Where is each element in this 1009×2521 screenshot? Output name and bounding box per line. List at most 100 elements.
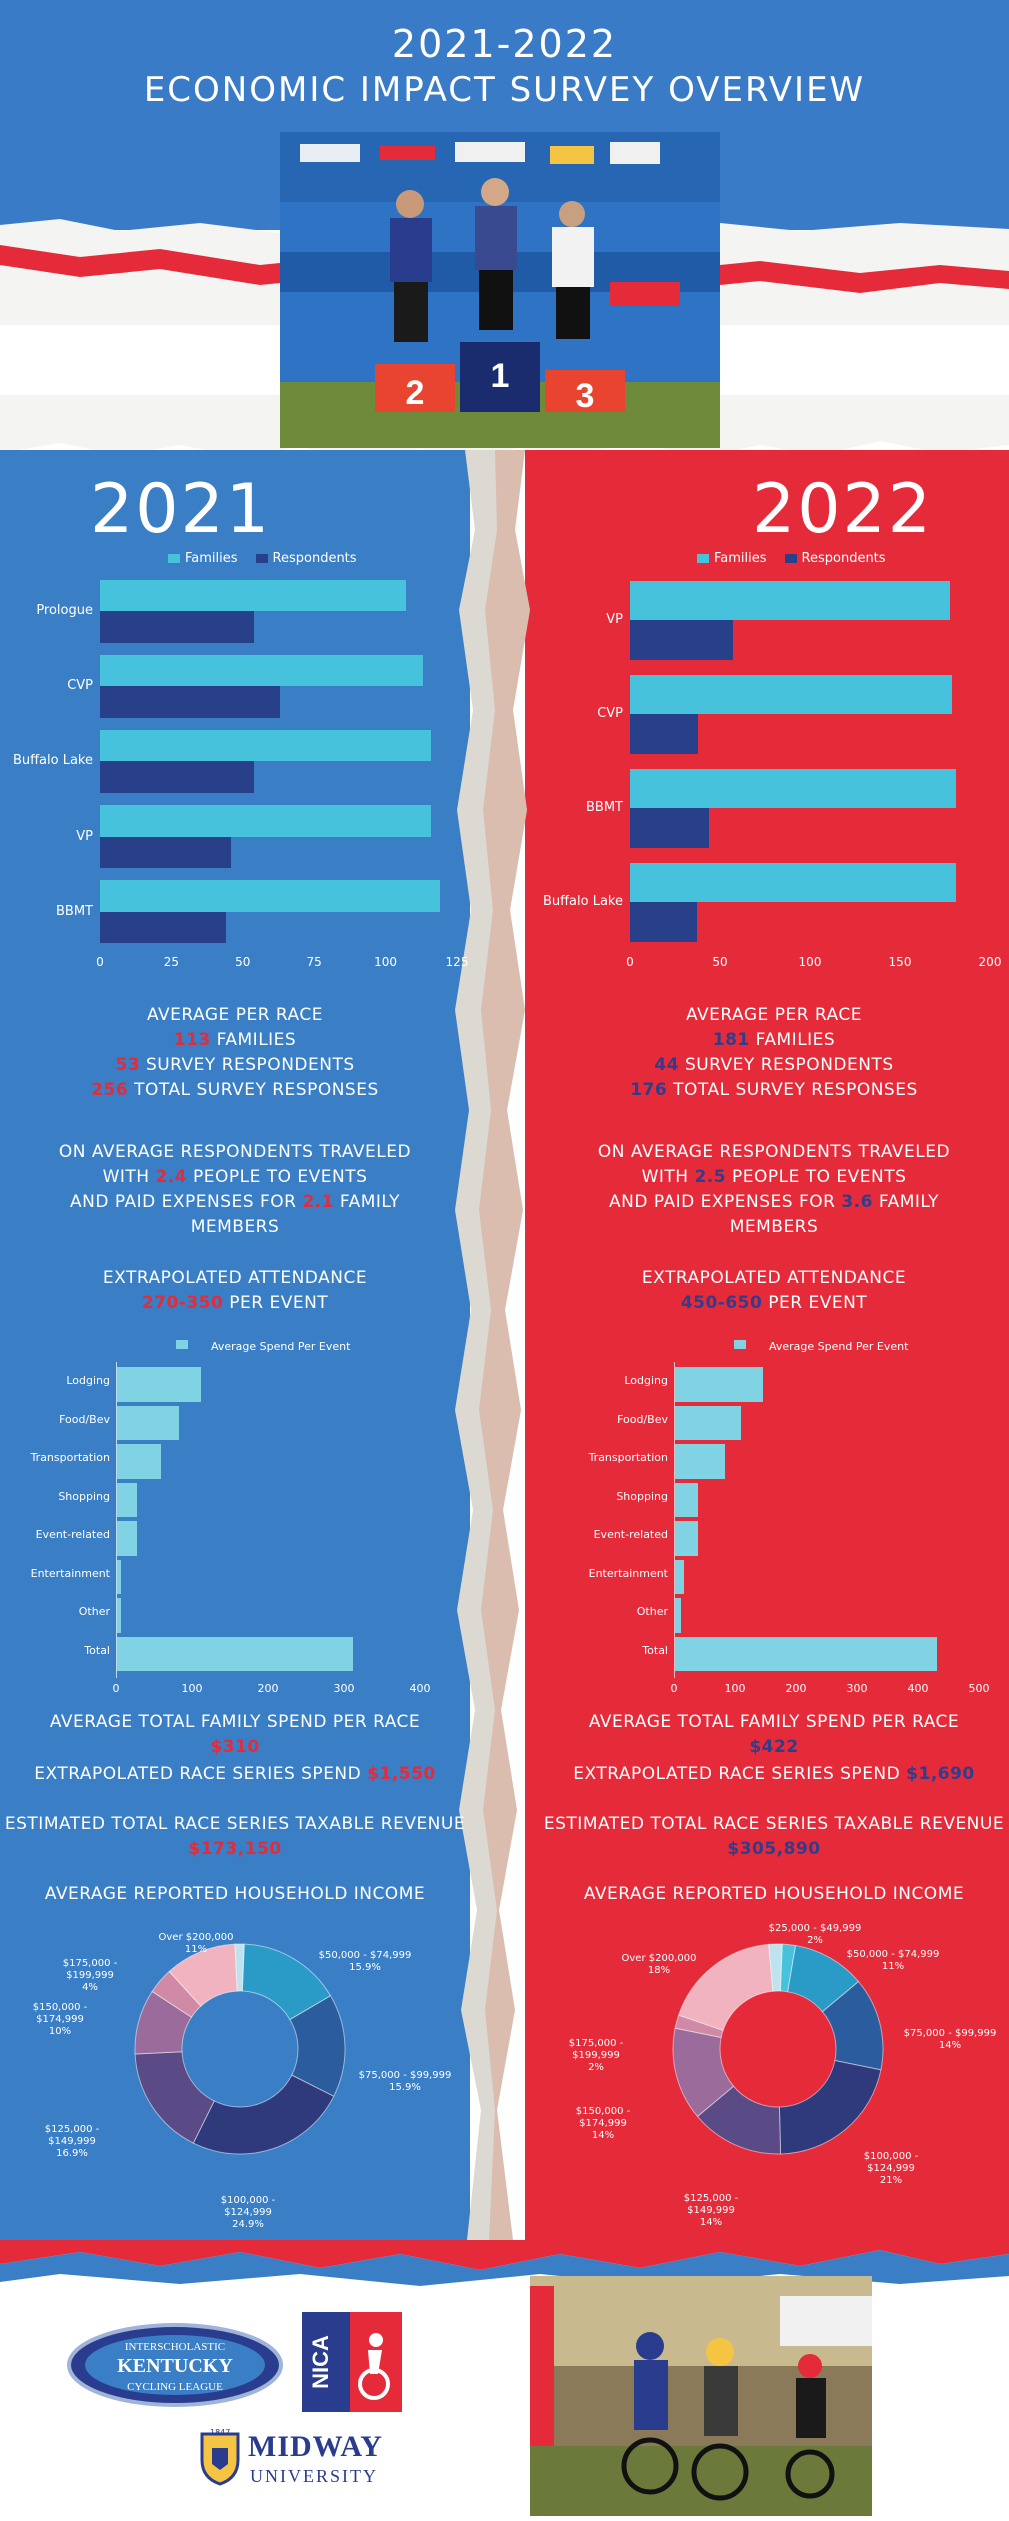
respondents-count: 53 [115, 1055, 141, 1075]
income-pct: 4% [82, 1982, 98, 1993]
revenue-label: ESTIMATED TOTAL RACE SERIES TAXABLE REVE… [543, 1814, 1005, 1834]
income-pct: 14% [699, 2217, 723, 2228]
travel-people-count: 2.5 [694, 1167, 727, 1187]
podium-number-1: 1 [491, 357, 510, 395]
avg-heading: AVERAGE PER RACE [686, 1005, 862, 1025]
income-slice-label: $150,000 - $174,999 14% [553, 2106, 653, 2142]
respondents-bar [630, 714, 699, 754]
spend-category-label: Other [78, 1605, 110, 1618]
nica-text: NICA [308, 2335, 333, 2389]
respondents-bar [100, 611, 255, 643]
axis-tick-label: 300 [846, 1682, 868, 1695]
revenue-label: ESTIMATED TOTAL RACE SERIES TAXABLE REVE… [4, 1814, 466, 1834]
travel-stats-2022: ON AVERAGE RESPONDENTS TRAVELED WITH 2.5… [539, 1140, 1009, 1240]
axis-tick-label: 100 [181, 1682, 203, 1695]
race-category-label: CVP [597, 706, 623, 722]
respondents-word: SURVEY RESPONDENTS [145, 1055, 355, 1075]
family-spend-label: AVERAGE TOTAL FAMILY SPEND PER RACE [49, 1712, 421, 1732]
respondents-bar [630, 620, 733, 660]
footer: INTERSCHOLASTIC KENTUCKY CYCLING LEAGUE … [0, 2240, 1009, 2521]
income-range: $125,000 - $149,999 [44, 2124, 100, 2147]
travel-family-count: 2.1 [302, 1192, 334, 1212]
axis-tick-label: 200 [257, 1682, 279, 1695]
families-bar [100, 805, 432, 837]
income-pct: 11% [184, 1944, 208, 1955]
income-range: Over $200,000 [621, 1953, 697, 1964]
income-slice-label: $100,000 - $124,999 24.9% [198, 2195, 298, 2231]
podium-photo: 2 1 3 [280, 132, 720, 448]
income-pct: 11% [881, 1961, 905, 1972]
kicl-line1: INTERSCHOLASTIC [125, 2341, 225, 2353]
podium-number-2: 2 [406, 374, 425, 412]
income-slice [234, 1943, 245, 1992]
avg-per-race-2022: AVERAGE PER RACE 181 FAMILIES 44 SURVEY … [539, 1003, 1009, 1103]
series-spend-2022: EXTRAPOLATED RACE SERIES SPEND $1,690 [539, 1762, 1009, 1787]
income-slice-label: $125,000 - $149,999 14% [661, 2193, 761, 2229]
income-pct: 24.9% [232, 2219, 264, 2230]
spend-axis-line [116, 1362, 117, 1678]
income-range: $150,000 - $174,999 [32, 2002, 88, 2025]
kicl-logo: INTERSCHOLASTIC KENTUCKY CYCLING LEAGUE [67, 2323, 283, 2407]
respondents-bar [100, 761, 255, 794]
spend-bar [117, 1559, 121, 1594]
revenue-value: $305,890 [727, 1839, 821, 1859]
income-range: $50,000 - $74,999 [318, 1950, 412, 1961]
income-range: $75,000 - $99,999 [903, 2028, 997, 2039]
travel-members: MEMBERS [190, 1217, 280, 1237]
series-spend-label: EXTRAPOLATED RACE SERIES SPEND [34, 1764, 362, 1784]
income-range: $100,000 - $124,999 [220, 2195, 276, 2218]
attendance-heading: EXTRAPOLATED ATTENDANCE [102, 1268, 368, 1288]
race-category-label: BBMT [56, 903, 93, 919]
race-category-label: BBMT [586, 800, 623, 816]
axis-tick-label: 100 [374, 955, 398, 969]
spend-category-label: Event-related [593, 1528, 668, 1541]
travel-with: WITH [641, 1167, 689, 1187]
axis-tick-label: 25 [163, 955, 180, 969]
income-pct: 18% [647, 1965, 671, 1976]
income-range: $150,000 - $174,999 [575, 2106, 631, 2129]
income-pct: 15.9% [349, 1962, 381, 1973]
respondents-bar [100, 836, 232, 869]
families-count: 113 [173, 1030, 211, 1050]
income-slice-label: $125,000 - $149,999 16.9% [22, 2124, 122, 2160]
income-range: $50,000 - $74,999 [846, 1949, 940, 1960]
spend-bar [675, 1521, 698, 1556]
income-slice-label: $100,000 - $124,999 21% [841, 2151, 941, 2187]
attendance-range: 270-350 [141, 1293, 224, 1313]
legend-families-label: Families [714, 551, 767, 566]
families-bar [100, 579, 406, 612]
axis-tick-label: 200 [785, 1682, 807, 1695]
page-title: ECONOMIC IMPACT SURVEY OVERVIEW [143, 70, 866, 110]
families-bar [100, 729, 432, 762]
axis-tick-label: 0 [626, 955, 634, 969]
family-spend-value: $310 [210, 1737, 260, 1757]
travel-people-word: PEOPLE TO EVENTS [193, 1167, 368, 1187]
spend-bar [117, 1598, 121, 1633]
income-range: $100,000 - $124,999 [863, 2151, 919, 2174]
spend-category-label: Shopping [58, 1489, 110, 1503]
axis-tick-label: 300 [333, 1682, 355, 1695]
income-slice-label: $25,000 - $49,999 2% [765, 1923, 865, 1947]
spend-bar [675, 1367, 764, 1402]
year-2021-heading: 2021 [90, 470, 272, 549]
revenue-value: $173,150 [188, 1839, 282, 1859]
travel-line: ON AVERAGE RESPONDENTS TRAVELED [58, 1142, 412, 1162]
income-slice [778, 2059, 882, 2155]
year-2022-heading: 2022 [752, 470, 934, 549]
travel-family-word: FAMILY [339, 1192, 400, 1212]
spend-bar [117, 1636, 353, 1671]
income-pct: 16.9% [56, 2148, 88, 2159]
income-slice-label: Over $200,000 18% [609, 1953, 709, 1977]
attendance-range: 450-650 [680, 1293, 763, 1313]
spend-category-label: Food/Bev [617, 1412, 668, 1426]
axis-tick-label: 0 [670, 1682, 678, 1695]
travel-paid: AND PAID EXPENSES FOR [608, 1192, 836, 1212]
spend-category-label: Entertainment [30, 1566, 110, 1580]
travel-with: WITH [102, 1167, 150, 1187]
income-slice-label: $50,000 - $74,999 11% [843, 1949, 943, 1973]
families-count: 181 [712, 1030, 750, 1050]
families-bar [100, 654, 423, 687]
axis-tick-label: 200 [978, 955, 1002, 969]
travel-family-word: FAMILY [878, 1192, 939, 1212]
income-slice-label: $75,000 - $99,999 14% [900, 2028, 1000, 2052]
